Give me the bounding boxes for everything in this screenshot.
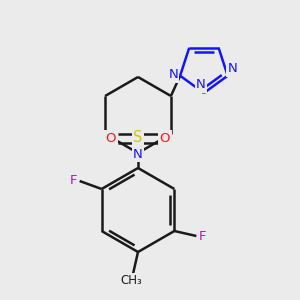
- Text: O: O: [106, 131, 116, 145]
- Text: CH₃: CH₃: [120, 274, 142, 287]
- Text: N: N: [133, 148, 143, 160]
- Text: F: F: [70, 175, 77, 188]
- Text: O: O: [160, 131, 170, 145]
- Text: F: F: [199, 230, 206, 242]
- Text: N: N: [168, 68, 178, 81]
- Text: N: N: [196, 79, 206, 92]
- Text: S: S: [133, 130, 143, 146]
- Text: N: N: [228, 62, 238, 75]
